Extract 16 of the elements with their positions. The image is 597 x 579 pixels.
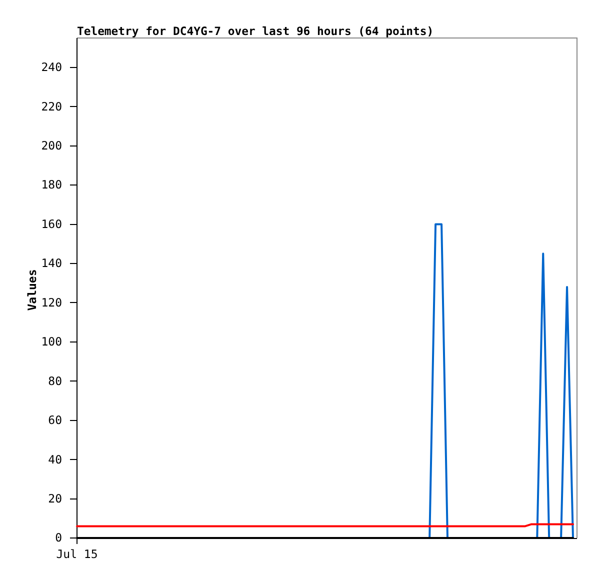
y-tick-label: 120 xyxy=(41,295,62,310)
x-tick-label: Jul 15 xyxy=(56,547,98,562)
y-tick-label: 200 xyxy=(41,138,62,153)
y-tick-label: 20 xyxy=(48,491,62,506)
y-tick-label: 140 xyxy=(41,256,62,270)
y-tick-label: 220 xyxy=(41,99,62,114)
y-tick-label: 0 xyxy=(55,530,62,545)
y-axis-title: Values xyxy=(25,269,39,311)
y-tick-label: 100 xyxy=(41,334,62,349)
chart-title: Telemetry for DC4YG-7 over last 96 hours (64 points) xyxy=(77,24,434,38)
y-tick-label: 240 xyxy=(41,60,62,74)
y-tick-label: 180 xyxy=(41,178,62,192)
y-tick-label: 40 xyxy=(48,452,62,466)
y-tick-label: 80 xyxy=(48,374,62,388)
y-tick-label: 60 xyxy=(48,413,62,428)
y-tick-label: 160 xyxy=(41,216,62,231)
